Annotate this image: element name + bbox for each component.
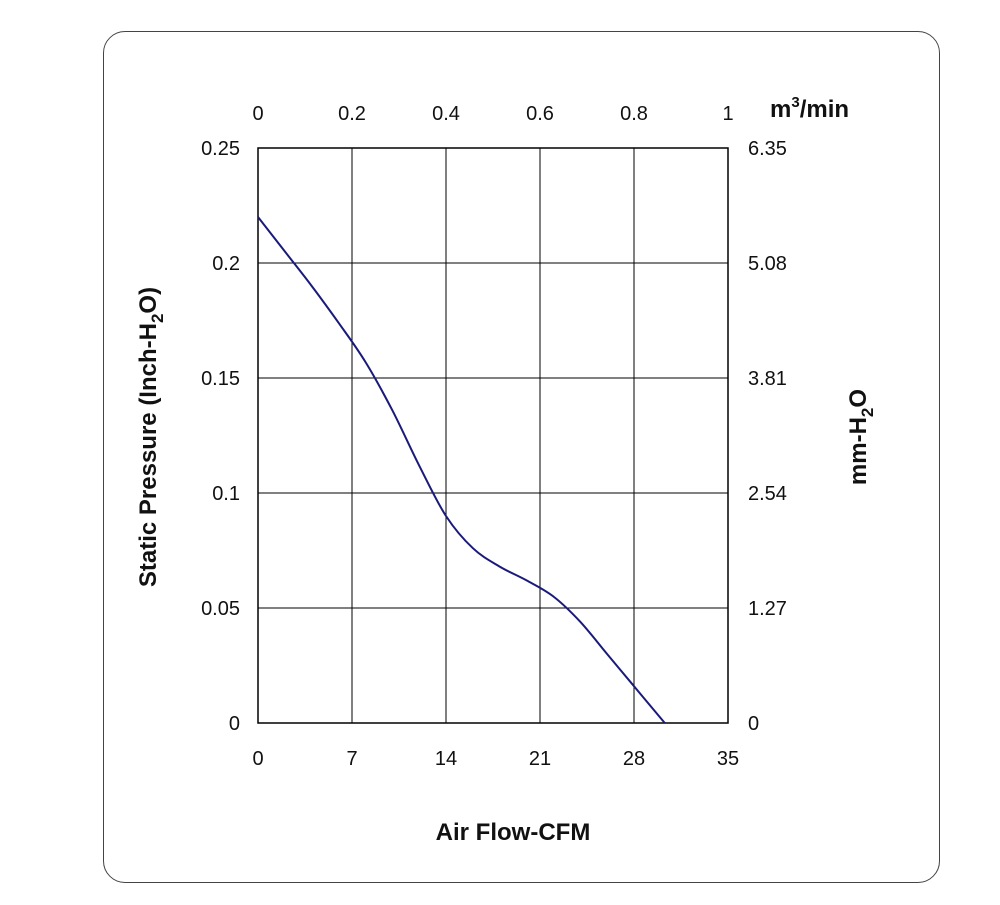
left-y-tick-label: 0.05 xyxy=(201,598,240,620)
left-y-tick-label: 0.15 xyxy=(201,368,240,390)
top-x-tick-label: 1 xyxy=(722,103,733,125)
left-axis-title: Static Pressure (Inch-H2O) xyxy=(135,287,167,587)
x-tick-label: 7 xyxy=(346,748,357,770)
plot-area xyxy=(257,147,729,724)
left-y-tick-label: 0.25 xyxy=(201,138,240,160)
right-y-tick-label: 3.81 xyxy=(748,368,787,390)
x-tick-label: 28 xyxy=(623,748,645,770)
x-tick-label: 0 xyxy=(252,748,263,770)
right-y-tick-label: 0 xyxy=(748,713,759,735)
x-tick-label: 35 xyxy=(717,748,739,770)
chart-frame xyxy=(103,31,940,883)
right-y-tick-label: 5.08 xyxy=(748,253,787,275)
top-x-tick-label: 0.4 xyxy=(432,103,460,125)
left-y-tick-label: 0 xyxy=(229,713,240,735)
right-y-tick-label: 2.54 xyxy=(748,483,787,505)
left-y-tick-label: 0.1 xyxy=(212,483,240,505)
right-axis-title: mm-H2O xyxy=(845,389,877,485)
left-y-tick-label: 0.2 xyxy=(212,253,240,275)
x-tick-label: 14 xyxy=(435,748,457,770)
x-tick-label: 21 xyxy=(529,748,551,770)
top-x-tick-label: 0.8 xyxy=(620,103,648,125)
top-x-tick-label: 0.6 xyxy=(526,103,554,125)
pressure-curve xyxy=(257,216,666,724)
grid-lines xyxy=(258,148,728,723)
right-y-tick-label: 6.35 xyxy=(748,138,787,160)
top-x-tick-label: 0 xyxy=(252,103,263,125)
tick-labels: 0 7 14 21 28 35 0 0.2 0.4 0.6 0.8 1 0 0.05 0.1 0.15 0.2 0… xyxy=(201,103,787,770)
x-axis-title: Air Flow-CFM xyxy=(436,819,591,846)
top-axis-title: m3/min xyxy=(770,94,849,123)
right-y-tick-label: 1.27 xyxy=(748,598,787,620)
top-x-tick-label: 0.2 xyxy=(338,103,366,125)
